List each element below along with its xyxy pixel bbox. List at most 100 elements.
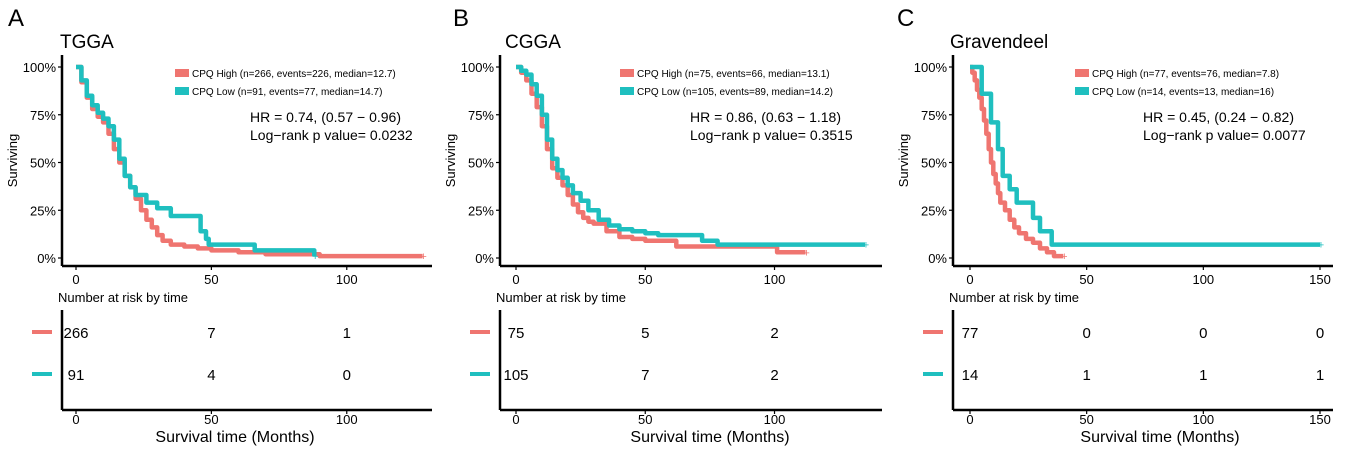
hazard-ratio-text: HR = 0.86, (0.63 − 1.18) — [690, 109, 841, 125]
y-tick-label: 25% — [468, 203, 494, 218]
x-axis-label: Survival time (Months) — [630, 429, 789, 446]
risk-x-tick-label: 0 — [966, 412, 973, 427]
legend-label-high: CPQ High (n=77, events=76, median=7.8) — [1092, 69, 1279, 80]
logrank-p-text: Log−rank p value= 0.0232 — [250, 127, 413, 143]
risk-count-high: 7 — [207, 325, 215, 342]
censor-mark-low: + — [1318, 240, 1324, 252]
x-axis-label: Survival time (Months) — [1080, 429, 1239, 446]
km-curve-high — [76, 64, 423, 259]
risk-count-high: 77 — [962, 325, 979, 342]
legend-label-low: CPQ Low (n=91, events=77, median=14.7) — [192, 87, 382, 98]
risk-x-tick-label: 50 — [1079, 412, 1093, 427]
logrank-p-text: Log−rank p value= 0.3515 — [690, 127, 853, 143]
y-tick-label: 75% — [468, 108, 494, 123]
risk-count-low: 1 — [1082, 367, 1090, 384]
y-tick-label: 25% — [30, 203, 56, 218]
panel-title: CGGA — [505, 32, 561, 53]
y-tick-label: 75% — [921, 108, 947, 123]
legend-swatch-high — [620, 69, 634, 77]
y-tick-label: 75% — [30, 108, 56, 123]
legend-label-low: CPQ Low (n=14, events=13, median=16) — [1092, 87, 1274, 98]
x-tick-label: 0 — [72, 272, 79, 287]
risk-x-tick-label: 0 — [512, 412, 519, 427]
risk-count-high: 0 — [1316, 325, 1324, 342]
logrank-p-text: Log−rank p value= 0.0077 — [1143, 127, 1306, 143]
risk-count-high: 2 — [770, 325, 778, 342]
risk-count-low: 0 — [343, 367, 351, 384]
risk-x-tick-label: 100 — [336, 412, 358, 427]
legend-swatch-high — [1075, 69, 1089, 77]
censor-mark-high: + — [420, 251, 426, 263]
y-axis-label: Surviving — [5, 134, 20, 187]
risk-table-heading: Number at risk by time — [949, 290, 1079, 305]
risk-count-low: 2 — [770, 367, 778, 384]
panel-title: TGGA — [60, 32, 114, 53]
legend-swatch-high — [175, 69, 189, 77]
x-tick-label: 0 — [966, 272, 973, 287]
y-tick-label: 25% — [921, 203, 947, 218]
panel-title: Gravendeel — [950, 32, 1048, 53]
km-curve-low — [516, 64, 865, 247]
x-tick-label: 0 — [512, 272, 519, 287]
censor-mark-high: + — [1061, 251, 1067, 263]
risk-count-high: 75 — [508, 325, 525, 342]
km-curve-low — [970, 64, 1320, 247]
risk-count-low: 4 — [207, 367, 215, 384]
censor-mark-low: + — [863, 240, 869, 252]
legend-swatch-low — [175, 87, 189, 95]
censor-mark-high: + — [803, 247, 809, 259]
risk-count-low: 7 — [641, 367, 649, 384]
risk-count-high: 266 — [63, 325, 88, 342]
legend-swatch-low — [1075, 87, 1089, 95]
risk-count-low: 1 — [1316, 367, 1324, 384]
risk-x-tick-label: 50 — [204, 412, 218, 427]
km-curve-low — [76, 64, 317, 257]
panel-letter: A — [8, 5, 24, 32]
x-tick-label: 100 — [336, 272, 358, 287]
censor-mark-low: + — [312, 251, 318, 263]
y-axis-label: Surviving — [896, 134, 911, 187]
risk-count-high: 0 — [1199, 325, 1207, 342]
risk-x-tick-label: 100 — [1192, 412, 1214, 427]
legend-label-high: CPQ High (n=266, events=226, median=12.7… — [192, 69, 396, 80]
legend-label-high: CPQ High (n=75, events=66, median=13.1) — [637, 69, 830, 80]
y-tick-label: 50% — [468, 156, 494, 171]
y-tick-label: 100% — [23, 60, 57, 75]
y-tick-label: 50% — [30, 156, 56, 171]
risk-count-high: 0 — [1082, 325, 1090, 342]
risk-count-low: 91 — [68, 367, 85, 384]
y-tick-label: 0% — [475, 251, 494, 266]
y-tick-label: 100% — [461, 60, 495, 75]
km-curve-high — [516, 64, 806, 255]
x-tick-label: 100 — [764, 272, 786, 287]
x-tick-label: 50 — [1079, 272, 1093, 287]
risk-table-heading: Number at risk by time — [58, 290, 188, 305]
x-tick-label: 50 — [638, 272, 652, 287]
x-tick-label: 100 — [1192, 272, 1214, 287]
risk-count-low: 14 — [962, 367, 979, 384]
hazard-ratio-text: HR = 0.45, (0.24 − 0.82) — [1143, 109, 1294, 125]
y-tick-label: 0% — [37, 251, 56, 266]
panel-letter: C — [897, 5, 914, 32]
risk-x-tick-label: 0 — [72, 412, 79, 427]
risk-x-tick-label: 150 — [1309, 412, 1331, 427]
risk-x-tick-label: 50 — [638, 412, 652, 427]
risk-table-heading: Number at risk by time — [496, 290, 626, 305]
x-axis-label: Survival time (Months) — [155, 429, 314, 446]
y-tick-label: 0% — [928, 251, 947, 266]
y-axis-label: Surviving — [443, 134, 458, 187]
panel-letter: B — [453, 5, 469, 32]
risk-count-low: 105 — [503, 367, 528, 384]
y-tick-label: 100% — [914, 60, 948, 75]
km-curve-high — [970, 64, 1064, 259]
risk-count-high: 5 — [641, 325, 649, 342]
risk-count-low: 1 — [1199, 367, 1207, 384]
hazard-ratio-text: HR = 0.74, (0.57 − 0.96) — [250, 109, 401, 125]
risk-count-high: 1 — [343, 325, 351, 342]
legend-swatch-low — [620, 87, 634, 95]
y-tick-label: 50% — [921, 156, 947, 171]
